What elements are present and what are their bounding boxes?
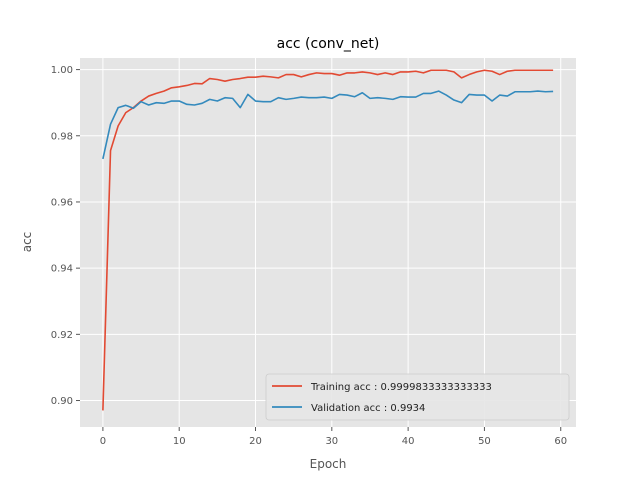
x-tick-label: 20 xyxy=(249,436,262,447)
y-tick-label: 0.94 xyxy=(51,264,73,275)
chart-title: acc (conv_net) xyxy=(277,36,380,52)
x-tick-label: 50 xyxy=(478,436,491,447)
y-tick-label: 1.00 xyxy=(51,65,73,76)
series-lines xyxy=(102,69,554,411)
x-axis-label: Epoch xyxy=(310,457,347,471)
grid xyxy=(80,58,576,427)
training-acc-line xyxy=(102,69,554,411)
validation-acc-line xyxy=(102,90,554,160)
y-tick-label: 0.96 xyxy=(51,197,73,208)
legend: Training acc : 0.9999833333333333 Valida… xyxy=(265,373,570,421)
legend-box xyxy=(265,373,570,421)
legend-label-training: Training acc : 0.9999833333333333 xyxy=(310,382,492,393)
y-tick-label: 0.92 xyxy=(51,330,73,341)
y-axis-label: acc xyxy=(20,232,34,253)
x-tick-label: 30 xyxy=(325,436,338,447)
x-tick-label: 60 xyxy=(554,436,567,447)
plot-background xyxy=(80,58,576,427)
x-tick-label: 10 xyxy=(173,436,186,447)
y-ticks: 0.90 0.92 0.94 0.96 0.98 1.00 xyxy=(51,65,80,407)
legend-label-validation: Validation acc : 0.9934 xyxy=(311,403,425,414)
x-ticks: 0 10 20 30 40 50 60 xyxy=(100,427,567,447)
x-tick-label: 40 xyxy=(402,436,415,447)
y-tick-label: 0.98 xyxy=(51,131,73,142)
y-tick-label: 0.90 xyxy=(51,396,73,407)
x-tick-label: 0 xyxy=(100,436,106,447)
